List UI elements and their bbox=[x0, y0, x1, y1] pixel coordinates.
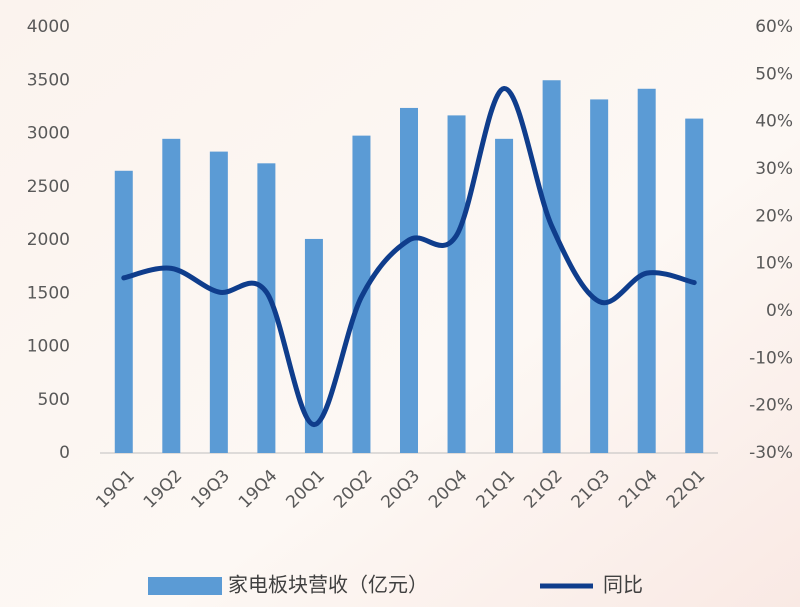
bar bbox=[685, 118, 704, 453]
y2-tick-label: 10% bbox=[755, 254, 793, 274]
bar bbox=[304, 238, 323, 453]
y-tick-label: 1000 bbox=[27, 337, 70, 357]
bar bbox=[114, 170, 133, 453]
bar bbox=[495, 138, 514, 453]
y2-tick-label: -20% bbox=[749, 396, 793, 416]
y2-tick-label: 40% bbox=[755, 112, 793, 132]
bar bbox=[162, 138, 181, 453]
line bbox=[121, 86, 697, 428]
legend-label: 家电板块营收（亿元） bbox=[228, 573, 428, 597]
y-tick-label: 500 bbox=[38, 390, 70, 410]
y-tick-label: 0 bbox=[59, 443, 70, 463]
y2-tick-label: 60% bbox=[755, 17, 793, 37]
legend-swatch bbox=[148, 577, 222, 595]
bar bbox=[447, 115, 466, 454]
y2-tick-label: -10% bbox=[749, 348, 793, 368]
bar bbox=[542, 80, 561, 453]
bar bbox=[257, 163, 276, 453]
y2-tick-label: 50% bbox=[755, 64, 793, 84]
y-tick-label: 4000 bbox=[27, 17, 70, 37]
legend-label: 同比 bbox=[603, 573, 643, 597]
bar bbox=[590, 99, 609, 454]
y-tick-label: 3500 bbox=[27, 70, 70, 90]
bar bbox=[400, 107, 418, 453]
bar bbox=[209, 151, 228, 454]
y2-tick-label: -30% bbox=[749, 443, 793, 463]
y2-tick-label: 20% bbox=[755, 206, 793, 226]
y-tick-label: 2000 bbox=[27, 230, 70, 250]
y2-tick-label: 30% bbox=[755, 159, 793, 179]
y2-tick-label: 0% bbox=[766, 301, 793, 321]
y-tick-label: 2500 bbox=[27, 177, 70, 197]
y-tick-label: 3000 bbox=[27, 124, 70, 144]
y-tick-label: 1500 bbox=[27, 283, 70, 303]
